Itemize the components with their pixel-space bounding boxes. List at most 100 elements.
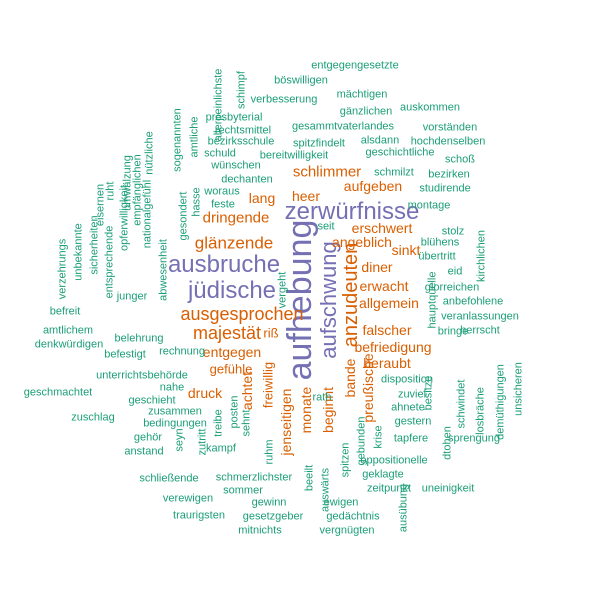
word: treibe [212,409,225,437]
word: befestigt [104,348,146,361]
word: amtliche [188,116,201,158]
word: gesetzgeber [242,510,304,523]
word: freiwillig [260,361,276,409]
word: schmerzlichster [215,471,293,484]
word: hochdenselben [410,135,486,148]
word: gedächtnis [326,510,380,523]
word: allgemein [359,295,419,311]
word: abwesenheit [157,239,170,301]
word: herrscht [460,324,500,337]
word: ausübung [397,483,410,533]
word: falscher [362,322,412,338]
word: ausgesprochen [180,304,304,324]
word: verewigen [162,492,214,505]
word: nützliche [143,131,156,175]
word: allerpeinlichste [212,68,225,142]
word: monate [298,386,314,434]
word: befreit [49,305,81,318]
word: verbesserung [250,93,318,106]
word: geschieht [128,394,176,407]
word: druck [187,385,223,401]
word: gänzlichen [339,105,393,118]
word: gefühle [209,361,253,377]
word: hauptquelle [426,271,439,329]
word: aufgeben [343,178,403,194]
word: angeblich [332,234,392,250]
word: presbyterial [205,111,263,124]
word: oppositionelle [360,454,428,467]
word: riß [263,325,279,341]
word: spitzfindelt [293,137,345,150]
word: rechnung [159,345,205,358]
word: kirchlichen [475,230,488,282]
word: jenseitigen [278,388,294,456]
word: zeitpunkt [366,482,412,495]
word: unsicheren [512,362,525,416]
word: bande [342,358,358,398]
word: zuschlag [71,411,115,424]
word: beeilt [303,464,316,492]
word: losbräche [474,387,487,435]
word: schimpf [235,71,248,109]
word: erwacht [359,278,409,294]
word: blühens [420,236,460,249]
word: glänzende [194,233,274,253]
word: gehör [133,431,163,444]
word: kampf [206,442,236,455]
word: ruht [104,181,117,201]
word: vergnügten [319,524,375,537]
word: seyn [173,428,186,452]
word: demüthigungen [494,364,507,440]
word: traurigsten [173,509,225,522]
word: posten [228,395,241,429]
word: rechtsmittel [214,124,272,137]
word: dechanten [221,173,273,186]
word: nahe [159,381,185,394]
word: diner [361,259,393,275]
word: ewigen [323,496,359,509]
word: auskommen [400,101,460,114]
word: schuld [204,147,236,160]
word: spitzen [339,442,352,478]
word: sehnt [240,409,253,437]
word: zuviel [397,388,427,401]
word: wünschen [211,159,261,172]
word: entsprechende [103,225,116,299]
word: sommer [223,484,263,497]
word: montage [407,199,451,212]
word: schmilzt [374,166,414,179]
word: befriedigung [354,339,432,355]
word: geschmachtet [23,386,93,399]
word: zutritt [196,428,209,456]
word: anbefohlene [442,295,504,308]
word: aufschwung [316,241,341,359]
word: dringende [202,209,270,227]
word: böswilligen [274,74,328,87]
word: junger [116,290,148,303]
word: gesondert [177,191,190,241]
word: bringe [437,325,469,338]
word: schlimmer [292,163,362,181]
word: unterrichtsbehörde [96,369,188,382]
word: sprengung [448,432,500,445]
word: veranlassungen [441,310,519,323]
word: gewinn [251,496,287,509]
word: majestät [192,323,262,343]
word: besitze [422,375,435,411]
word: lang [248,190,276,206]
word: auswärts [319,467,332,513]
word: sogenannten [171,108,184,172]
word: amtlichem [42,324,94,337]
word: gebunden [355,416,368,466]
word: belehrung [114,332,164,345]
word: sinkt [391,242,421,258]
word: unbekannte [72,223,85,281]
word: eid [447,265,463,278]
word: erschwert [351,220,413,236]
word: tapfere [393,432,429,445]
word: achtet [239,371,255,411]
word: geklagte [362,468,404,481]
word: disposition [381,373,433,386]
word: heer [291,188,321,204]
